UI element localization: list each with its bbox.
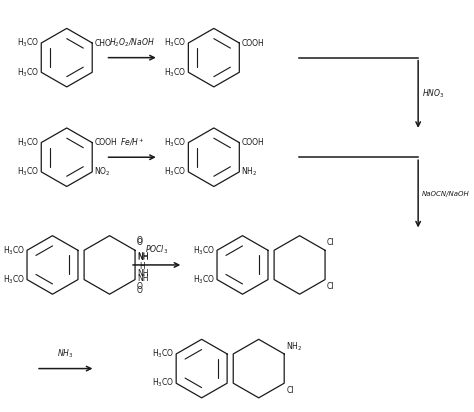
Text: H: H (139, 262, 145, 271)
Text: Cl: Cl (286, 386, 294, 395)
Text: H$_2$O$_2$/NaOH: H$_2$O$_2$/NaOH (109, 36, 155, 49)
Text: H$_3$CO: H$_3$CO (193, 273, 215, 286)
Text: H$_3$CO: H$_3$CO (164, 166, 186, 178)
Text: HNO$_3$: HNO$_3$ (422, 88, 445, 101)
Text: COOH: COOH (241, 138, 264, 147)
Text: NH: NH (137, 269, 148, 278)
Text: O: O (137, 286, 143, 295)
Text: Fe/H$^+$: Fe/H$^+$ (120, 137, 145, 148)
Text: H$_3$CO: H$_3$CO (3, 244, 25, 257)
Text: NH$_2$: NH$_2$ (241, 166, 257, 178)
Text: O: O (137, 282, 143, 291)
Text: NaOCN/NaOH: NaOCN/NaOH (422, 191, 470, 197)
Text: H$_3$CO: H$_3$CO (152, 377, 174, 389)
Text: H$_3$CO: H$_3$CO (17, 66, 39, 79)
Text: NH$_3$: NH$_3$ (57, 347, 74, 360)
Text: Cl: Cl (327, 239, 335, 248)
Text: O: O (137, 236, 143, 246)
Text: H$_3$CO: H$_3$CO (193, 244, 215, 257)
Text: H$_3$CO: H$_3$CO (17, 166, 39, 178)
Text: NH: NH (137, 253, 148, 262)
Text: Cl: Cl (327, 282, 335, 291)
Text: NH: NH (137, 252, 148, 261)
Text: H$_3$CO: H$_3$CO (17, 136, 39, 149)
Text: POCl$_3$: POCl$_3$ (145, 243, 168, 256)
Text: COOH: COOH (94, 138, 117, 147)
Text: NH$_2$: NH$_2$ (286, 340, 302, 353)
Text: O: O (137, 239, 143, 248)
Text: NO$_2$: NO$_2$ (94, 166, 111, 178)
Text: H$_3$CO: H$_3$CO (164, 37, 186, 49)
Text: COOH: COOH (241, 38, 264, 47)
Text: H$_3$CO: H$_3$CO (164, 136, 186, 149)
Text: H$_3$CO: H$_3$CO (164, 66, 186, 79)
Text: H$_3$CO: H$_3$CO (3, 273, 25, 286)
Text: H$_3$CO: H$_3$CO (152, 348, 174, 360)
Text: CHO: CHO (94, 38, 111, 47)
Text: H$_3$CO: H$_3$CO (17, 37, 39, 49)
Text: NH: NH (137, 274, 148, 283)
